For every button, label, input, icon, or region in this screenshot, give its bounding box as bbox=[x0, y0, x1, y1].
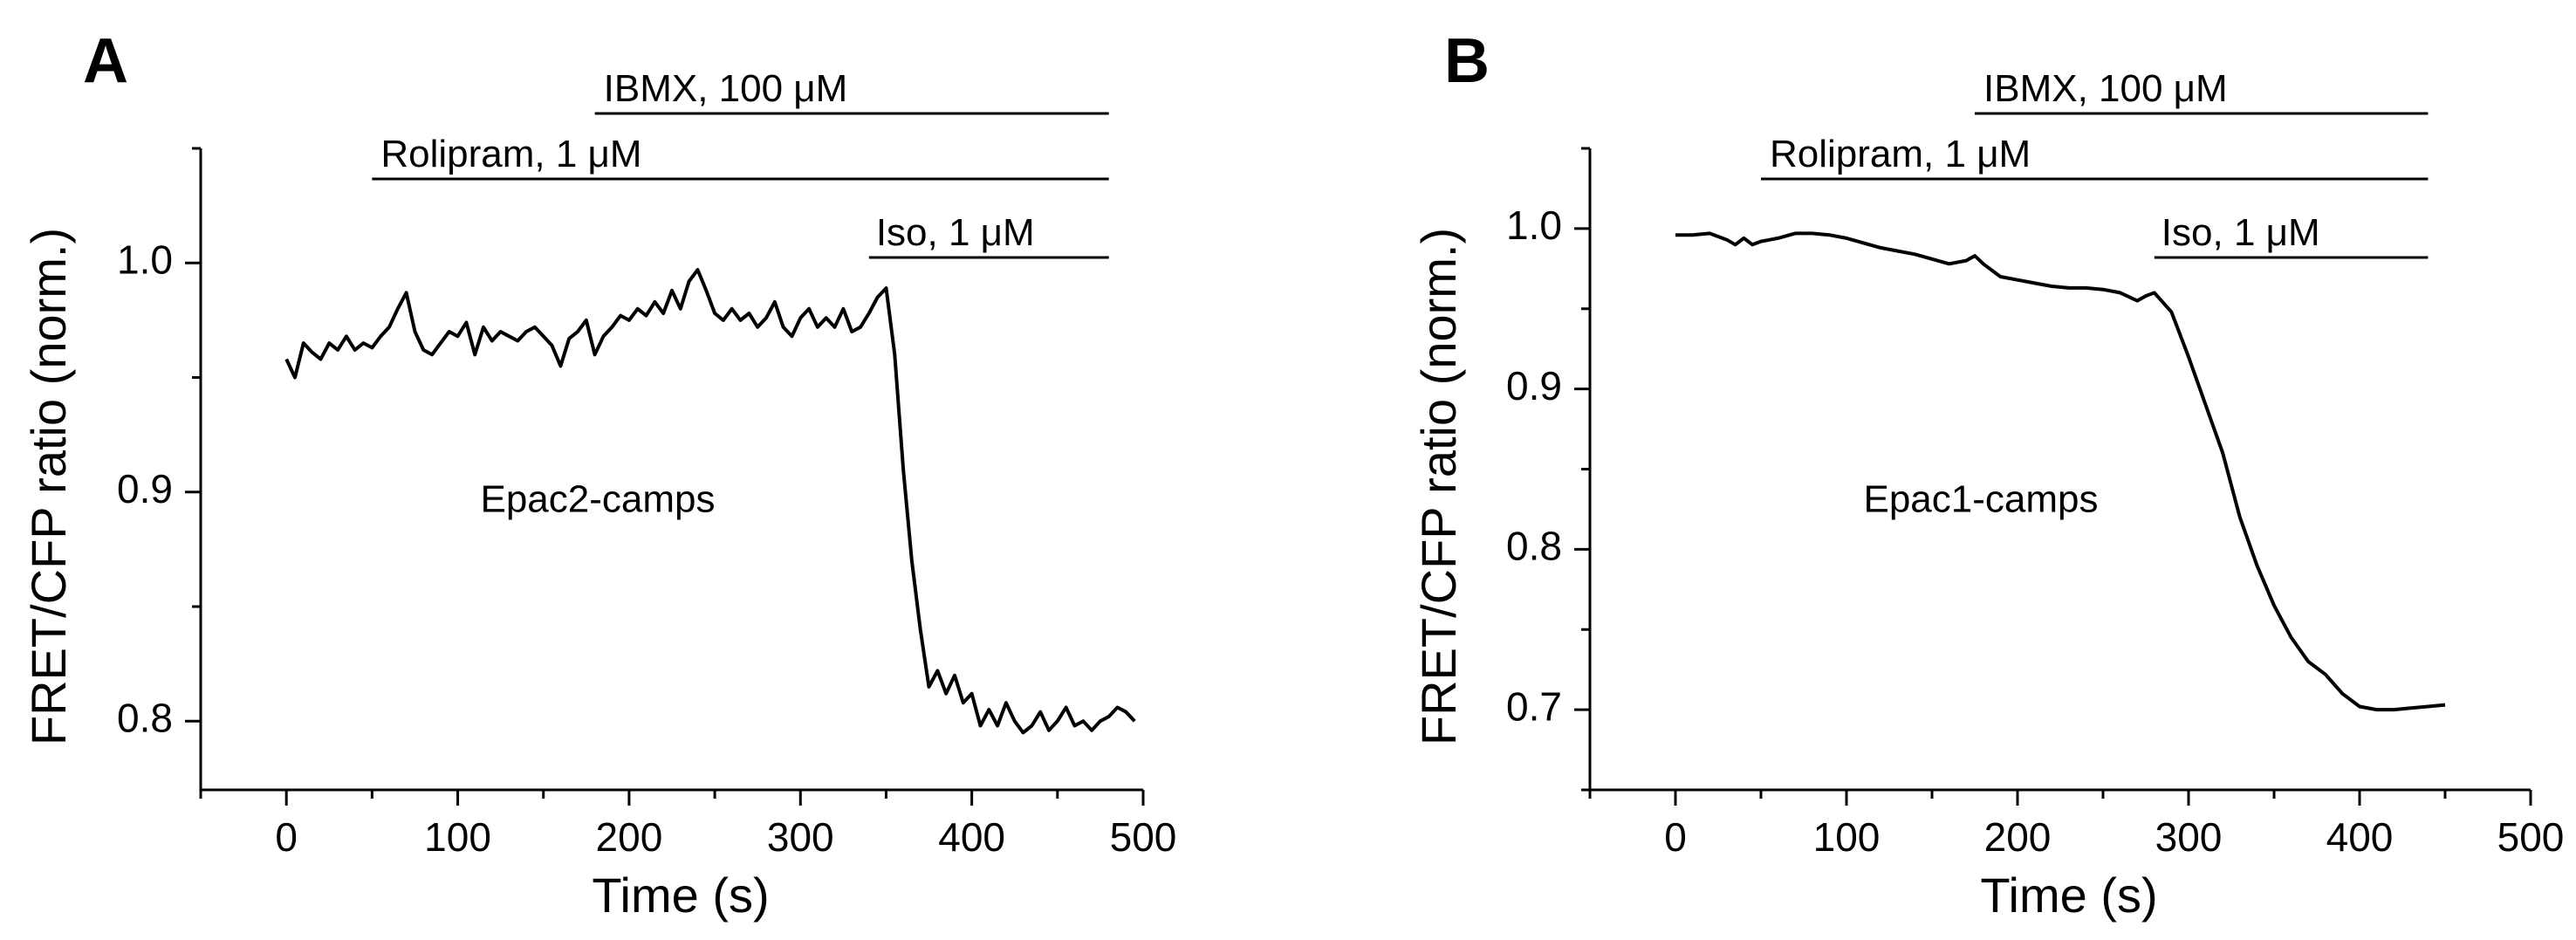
y-tick-label: 0.9 bbox=[117, 466, 173, 511]
x-tick-label: 100 bbox=[1813, 814, 1881, 860]
x-tick-label: 300 bbox=[767, 814, 834, 860]
y-tick-label: 1.0 bbox=[117, 237, 173, 282]
x-tick-label: 400 bbox=[938, 814, 1005, 860]
treatment-label: Iso, 1 μM bbox=[2162, 211, 2320, 254]
x-axis-title: Time (s) bbox=[1980, 868, 2157, 923]
panel-b: B 0 100 200 300 400 500 0.7 0.8 0.9 1.0 Time (s) FRE… bbox=[1411, 26, 2564, 923]
trace-line bbox=[284, 268, 1136, 735]
x-tick-label: 0 bbox=[1664, 814, 1687, 860]
y-tick-label: 1.0 bbox=[1506, 202, 1562, 248]
trace-line bbox=[1675, 231, 2446, 712]
y-tick-label: 0.9 bbox=[1506, 363, 1562, 408]
panel-label: A bbox=[83, 26, 128, 96]
panel-a: A 0 100 200 300 400 500 0.8 0.9 1.0 Time (s) FRET/C… bbox=[21, 26, 1176, 923]
trace-label: Epac1-camps bbox=[1863, 478, 2098, 521]
x-tick-label: 300 bbox=[2155, 814, 2223, 860]
treatment-label: Rolipram, 1 μM bbox=[380, 133, 641, 175]
x-tick-label: 0 bbox=[275, 814, 298, 860]
treatment-label: Iso, 1 μM bbox=[876, 211, 1035, 254]
treatment-label: Rolipram, 1 μM bbox=[1770, 133, 2031, 175]
x-tick-label: 200 bbox=[1984, 814, 2052, 860]
y-axis-title: FRET/CFP ratio (norm.) bbox=[1411, 228, 1466, 745]
y-axis-title: FRET/CFP ratio (norm.) bbox=[21, 228, 76, 745]
x-tick-label: 400 bbox=[2326, 814, 2394, 860]
x-tick-label: 500 bbox=[1110, 814, 1177, 860]
treatment-label: IBMX, 100 μM bbox=[604, 67, 848, 110]
x-tick-label: 100 bbox=[424, 814, 491, 860]
trace-label: Epac2-camps bbox=[480, 478, 715, 521]
y-tick-label: 0.8 bbox=[1506, 524, 1562, 569]
x-tick-label: 200 bbox=[596, 814, 663, 860]
treatment-label: IBMX, 100 μM bbox=[1983, 67, 2228, 110]
x-axis-title: Time (s) bbox=[592, 868, 769, 923]
y-tick-label: 0.7 bbox=[1506, 683, 1562, 729]
x-tick-label: 500 bbox=[2497, 814, 2565, 860]
y-tick-label: 0.8 bbox=[117, 695, 173, 740]
panel-label: B bbox=[1444, 26, 1490, 96]
